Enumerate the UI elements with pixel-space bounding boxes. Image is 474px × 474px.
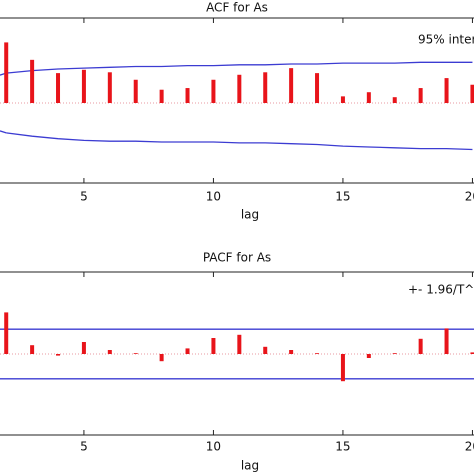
- correlation-bar: [340, 354, 345, 382]
- chart-title: ACF for As: [206, 1, 268, 15]
- x-tick-label: 5: [80, 190, 88, 204]
- correlation-bar: [444, 78, 449, 103]
- correlation-bar: [56, 73, 61, 103]
- correlation-bar: [30, 59, 35, 103]
- x-tick-label: 10: [206, 440, 221, 454]
- correlation-bar: [185, 88, 190, 103]
- x-tick-label: 5: [80, 440, 88, 454]
- correlation-bar: [107, 72, 112, 103]
- correlation-bar: [211, 79, 216, 103]
- correlation-bar: [418, 88, 423, 103]
- correlation-bar: [237, 74, 242, 103]
- confidence-band-lead: [0, 130, 7, 134]
- x-tick-label: 20: [465, 440, 474, 454]
- correlation-bar: [315, 353, 320, 354]
- band-legend: +- 1.96/T^: [408, 283, 474, 297]
- chart-title: PACF for As: [203, 251, 271, 265]
- correlation-bar: [159, 354, 164, 362]
- x-tick-label: 20: [465, 190, 474, 204]
- confidence-band: [6, 61, 473, 74]
- correlation-bar: [81, 69, 86, 103]
- x-axis-label: lag: [241, 459, 259, 473]
- plot-frame: [0, 271, 474, 436]
- correlation-bar: [159, 89, 164, 103]
- correlation-bar: [470, 84, 474, 103]
- correlation-bar: [392, 97, 397, 103]
- correlation-bar: [392, 353, 397, 354]
- correlation-bar: [418, 338, 423, 354]
- band-legend: 95% inter: [418, 33, 474, 47]
- x-tick-label: 10: [206, 190, 221, 204]
- correlation-bar: [30, 345, 35, 354]
- correlation-bar: [81, 342, 86, 354]
- correlation-bar: [237, 334, 242, 354]
- correlation-bar: [444, 328, 449, 354]
- correlation-bar: [289, 350, 294, 354]
- correlation-bar: [366, 92, 371, 103]
- correlation-bar: [263, 72, 268, 103]
- correlation-bar: [133, 79, 138, 103]
- correlation-bar: [340, 96, 345, 103]
- correlation-bar: [211, 338, 216, 354]
- correlation-bar: [470, 352, 474, 354]
- plot-frame: [0, 17, 474, 184]
- correlation-bar: [4, 42, 9, 103]
- x-tick-label: 15: [335, 190, 350, 204]
- x-tick-label: 15: [335, 440, 350, 454]
- correlation-bar: [315, 73, 320, 103]
- x-axis-label: lag: [241, 208, 259, 222]
- correlation-bar: [56, 354, 61, 356]
- correlation-bar: [107, 350, 112, 354]
- correlation-bar: [185, 348, 190, 354]
- confidence-band: [6, 132, 473, 151]
- correlation-bar: [4, 312, 9, 354]
- correlation-bar: [263, 346, 268, 354]
- correlation-bar: [366, 354, 371, 358]
- correlation-bar: [289, 68, 294, 103]
- correlation-bar: [133, 353, 138, 354]
